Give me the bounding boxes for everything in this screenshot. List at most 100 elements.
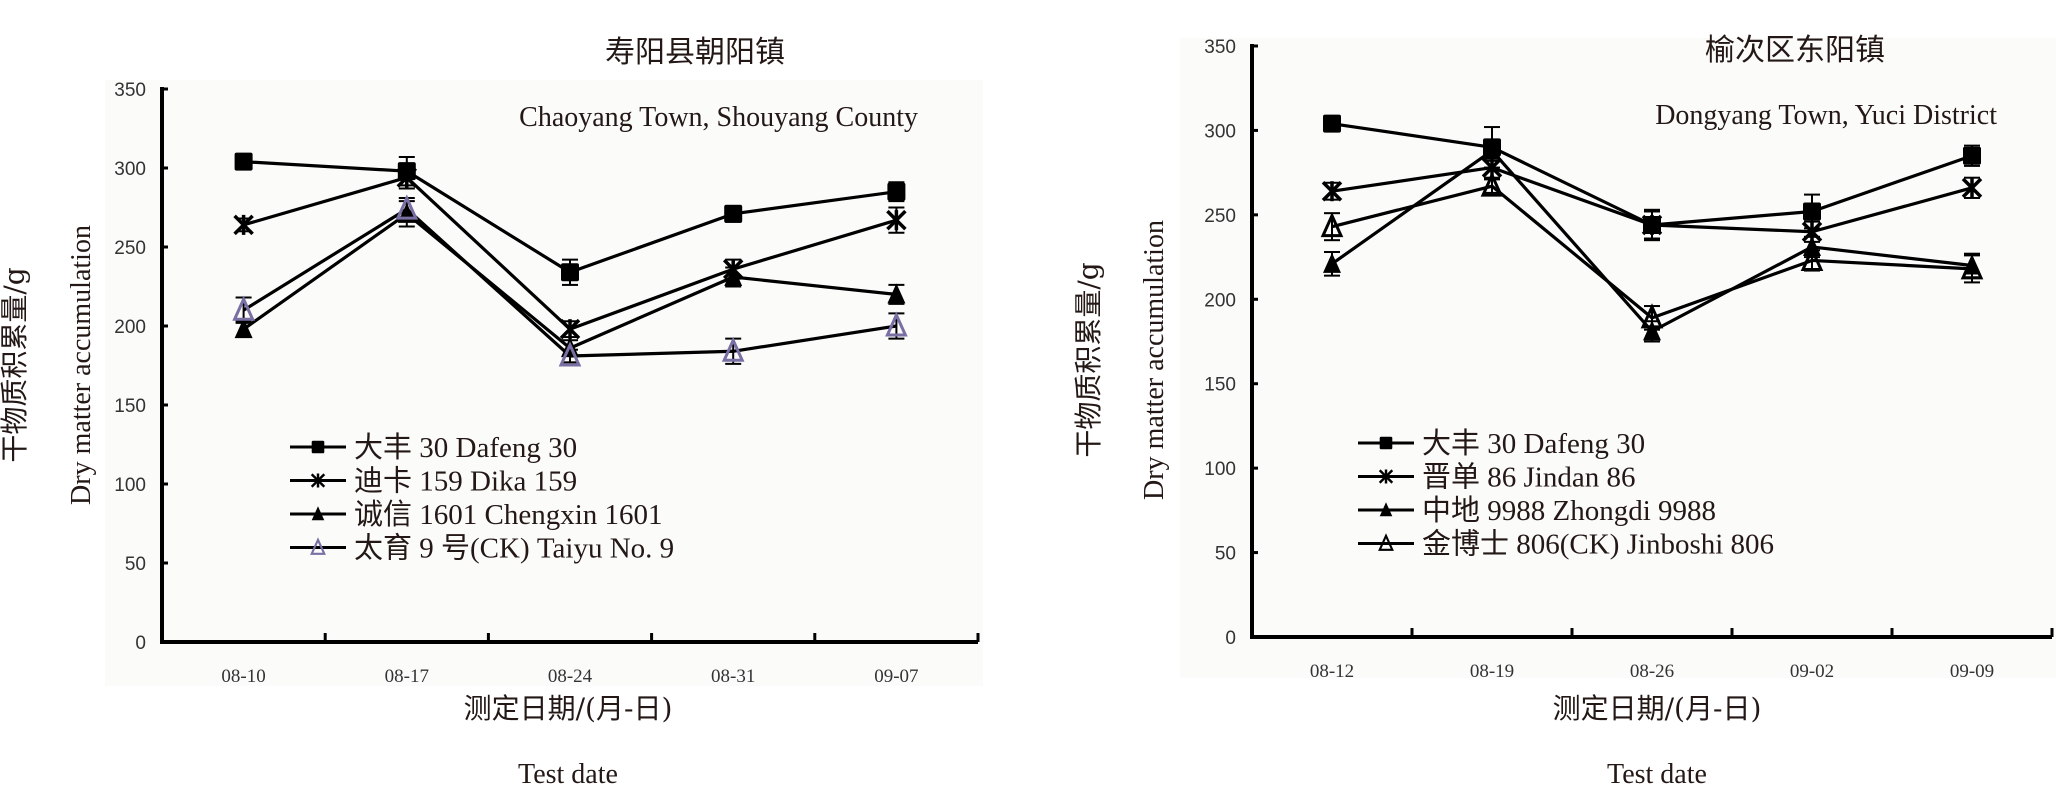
y-tick-label: 50 (1215, 544, 1236, 565)
y-tick-label: 250 (114, 238, 146, 259)
open-triangle-marker (1480, 171, 1504, 197)
data-point (232, 295, 255, 321)
square-marker (887, 182, 906, 201)
legend-label: 迪卡 159 Dika 159 (354, 465, 577, 498)
square-marker (724, 204, 743, 223)
x-tick-label: 08-19 (1470, 661, 1514, 682)
data-point (887, 182, 906, 201)
y-tick-label: 50 (125, 554, 146, 575)
square-marker (311, 440, 325, 454)
series-4 (232, 194, 908, 367)
asterisk-marker (396, 167, 418, 188)
legend-item: 金博士 806(CK) Jinboshi 806 (1358, 528, 1774, 561)
legend-label: 诚信 1601 Chengxin 1601 (354, 498, 663, 531)
legend-item: 太育 9 号(CK) Taiyu No. 9 (290, 532, 674, 565)
legend-item: 大丰 30 Dafeng 30 (1358, 427, 1645, 460)
data-marks (1320, 114, 1984, 343)
data-marks (232, 152, 908, 367)
legend-label: 晋单 86 Jindan 86 (1422, 461, 1635, 494)
chart-subtitle: Dongyang Town, Yuci District (1655, 100, 1997, 131)
legend-item: 诚信 1601 Chengxin 1601 (290, 498, 663, 531)
x-tick-label: 08-10 (221, 666, 265, 687)
asterisk-marker (1641, 214, 1663, 236)
data-point (1640, 303, 1664, 329)
x-tick-label: 08-17 (385, 666, 429, 687)
chart-right: 榆次区东阳镇 Dongyang Town, Yuci District 干物质积… (1072, 33, 2056, 790)
legend-marker (310, 473, 326, 488)
data-point (559, 318, 581, 340)
asterisk-marker (1321, 180, 1343, 202)
legend-label: 中地 9988 Zhongdi 9988 (1422, 494, 1716, 527)
open-triangle-marker (310, 537, 326, 555)
triangle-marker (1379, 502, 1393, 517)
legend-item: 迪卡 159 Dika 159 (290, 465, 577, 498)
x-tick-label: 09-07 (874, 666, 918, 687)
square-marker (234, 152, 253, 171)
data-point (233, 214, 254, 236)
open-triangle-marker (395, 194, 419, 220)
chart-title: 寿阳县朝阳镇 (605, 35, 785, 70)
x-axis-label-en: Test date (1607, 759, 1707, 790)
chart-left: 寿阳县朝阳镇 Chaoyang Town, Shouyang County 干物… (0, 35, 983, 790)
triangle-marker (311, 506, 325, 521)
error-bar (562, 348, 578, 364)
open-triangle-marker (885, 311, 908, 337)
triangle-marker (234, 318, 253, 339)
y-tick-label: 350 (1204, 37, 1236, 58)
triangle-marker (724, 266, 743, 287)
data-point (1321, 180, 1343, 202)
triangle-marker (1483, 139, 1501, 160)
plot-background (105, 80, 983, 686)
data-point (886, 209, 907, 231)
series-4 (1320, 171, 1984, 331)
x-tick-label: 09-09 (1950, 661, 1994, 682)
data-point (395, 194, 419, 220)
asterisk-marker (1378, 469, 1394, 484)
chart-subtitle: Chaoyang Town, Shouyang County (519, 102, 918, 133)
open-triangle-marker (1960, 254, 1984, 280)
x-tick-label: 09-02 (1790, 661, 1834, 682)
data-point (561, 263, 579, 282)
data-point (885, 311, 908, 337)
data-point (721, 336, 745, 362)
y-tick-label: 0 (1225, 628, 1236, 649)
y-tick-label: 150 (1204, 375, 1236, 396)
data-point (1960, 254, 1984, 280)
square-marker (1323, 114, 1341, 133)
open-triangle-marker (1800, 245, 1824, 271)
legend-marker (1378, 469, 1394, 484)
data-point (558, 341, 582, 367)
y-tick-label: 0 (135, 633, 146, 654)
asterisk-marker (559, 318, 581, 340)
legend-label: 太育 9 号(CK) Taiyu No. 9 (354, 532, 674, 565)
data-point (396, 167, 418, 188)
x-axis-label-cn: 测定日期/(月-日) (464, 692, 673, 725)
open-triangle-marker (1320, 212, 1344, 238)
y-tick-label: 300 (114, 159, 146, 180)
asterisk-marker (886, 209, 907, 231)
y-tick-label: 350 (114, 80, 146, 101)
legend-marker (310, 537, 326, 555)
triangle-marker (887, 283, 906, 304)
asterisk-marker (310, 473, 326, 488)
data-point (1803, 202, 1821, 221)
legend-marker (311, 440, 325, 454)
open-triangle-marker (558, 341, 582, 367)
data-point (724, 266, 743, 287)
legend-item: 中地 9988 Zhongdi 9988 (1358, 494, 1716, 527)
legend-item: 大丰 30 Dafeng 30 (290, 431, 577, 464)
asterisk-marker (233, 214, 254, 236)
square-marker (1803, 202, 1821, 221)
y-axis-label: 干物质积累量/g Dry matter accumulation (0, 225, 97, 505)
y-tick-label: 100 (1204, 459, 1236, 480)
asterisk-marker (1961, 177, 1983, 199)
data-point (1480, 171, 1504, 197)
x-tick-label: 08-31 (711, 666, 755, 687)
square-marker (561, 263, 579, 282)
axes: 0 50 100 150 200 250 300 350 08-10 08-17 08-24 08-3… (114, 80, 980, 687)
legend-marker (1378, 533, 1394, 551)
data-point (887, 283, 906, 304)
